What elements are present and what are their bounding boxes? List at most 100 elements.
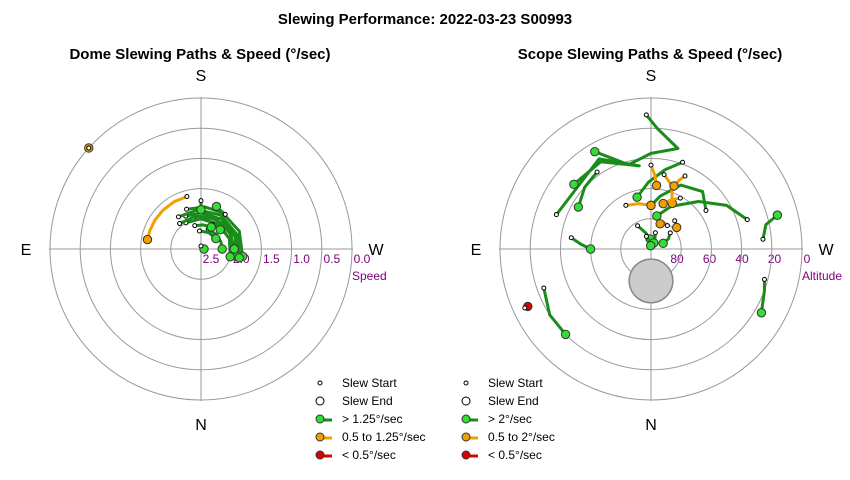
dome-slew-end-point [234,253,244,263]
sun-exclusion-zone [628,258,674,304]
scope-radial-axis-label: Altitude [802,269,842,283]
legend-marker-symbol [315,432,325,442]
scope-slew-end-point [646,240,656,251]
scope-slew-start-point [682,173,688,179]
legend-label: < 0.5°/sec [342,448,396,462]
scope-slew-end-point [658,198,668,209]
scope-slew-end-point [658,238,668,249]
legend-marker-symbol [461,450,471,460]
dome-radial-axis-label: Speed [352,269,387,283]
scope-sun [628,258,674,304]
scope-slew-start-point [664,223,670,229]
legend-end-symbol [315,396,325,406]
scope-slew-start-point [680,159,686,165]
scope-slew-path [542,286,568,336]
dome-slew-start-point [177,221,183,227]
scope-slew-end-point [772,210,783,220]
scope-slew-start-point [643,112,649,118]
dome-slew-start-point [198,198,204,204]
dome-panel: Dome Slewing Paths & Speed (°/sec) S N E… [21,46,426,462]
scope-panel: Scope Slewing Paths & Speed (°/sec) S N … [461,46,842,462]
scope-slew-start-point [553,212,559,218]
scope-slew-start-point [643,233,649,239]
dome-legend-item: Slew End [315,394,393,408]
dome-legend: Slew Start Slew End > 1.25°/sec 0.5 to 1.25… [315,376,426,462]
dome-tick-label: 2.5 [203,252,220,266]
dome-slew-start-point [222,211,228,217]
scope-slew-end-point [756,308,767,318]
dome-legend-item: Slew Start [317,376,397,390]
scope-tick-label: 20 [768,252,782,266]
scope-slew-end-point [560,329,571,340]
scope-slew-end-point [672,222,682,233]
scope-legend-item: < 0.5°/sec [461,448,542,462]
dome-slew-end-point [229,244,239,254]
scope-legend-item: Slew End [461,394,539,408]
dome-tick-label: 1.0 [293,252,310,266]
dome-slew-path [178,214,236,251]
dome-slew-end-point [215,225,225,235]
scope-slew-path [554,157,641,217]
scope-legend-item: > 2°/sec [461,412,532,426]
scope-slew-end-point [632,192,642,202]
legend-start-symbol [463,380,469,386]
dome-compass-e: E [21,242,32,259]
scope-slew-end-point [573,202,584,212]
dome-slew-end-point [211,233,221,244]
dome-tick-label: 0.0 [354,252,371,266]
dome-tick-label: 0.5 [323,252,340,266]
scope-slew-start-point [541,285,547,291]
scope-legend-item: 0.5 to 2°/sec [461,430,555,444]
scope-slew-start-point [648,162,654,168]
scope-tick-label: 40 [735,252,749,266]
dome-paths [84,143,248,263]
dome-legend-item: < 0.5°/sec [315,448,396,462]
scope-slew-path [655,200,749,222]
dome-slew-path [177,208,241,260]
scope-slew-path [635,160,685,199]
scope-slew-start-point [667,230,673,236]
dome-compass-w: W [368,242,384,259]
dome-slew-start-point [86,145,92,151]
scope-paths [522,112,783,340]
scope-slew-start-point [744,217,750,223]
scope-tick-label: 0 [804,252,811,266]
dome-panel-title: Dome Slewing Paths & Speed (°/sec) [69,46,330,63]
scope-panel-title: Scope Slewing Paths & Speed (°/sec) [518,46,782,63]
scope-slew-start-point [652,230,658,236]
legend-marker-symbol [315,450,325,460]
scope-compass-w: W [818,242,834,259]
scope-slew-end-point [585,244,596,254]
legend-label: Slew Start [342,376,397,390]
legend-marker-symbol [461,432,471,442]
scope-slew-path [649,183,708,212]
scope-compass-n: N [645,417,657,434]
figure-title: Slewing Performance: 2022-03-23 S00993 [278,11,572,28]
scope-legend-item: Slew Start [463,376,543,390]
dome-slew-path [146,195,189,242]
dome-slew-end-point [217,244,227,254]
scope-legend: Slew Start Slew End > 2°/sec 0.5 to 2°/sec <… [461,376,555,462]
scope-slew-start-point [623,202,629,208]
scope-slew-start-point [635,223,641,229]
scope-slew-start-point [568,235,574,241]
scope-tick-label: 60 [703,252,717,266]
dome-slew-path [184,211,238,258]
legend-label: 0.5 to 2°/sec [488,430,555,444]
dome-legend-item: 0.5 to 1.25°/sec [315,430,426,444]
scope-slew-start-point [760,236,766,242]
legend-label: 0.5 to 1.25°/sec [342,430,426,444]
dome-slew-end-point [225,252,235,262]
scope-compass-e: E [471,242,482,259]
legend-label: Slew Start [488,376,543,390]
dome-slew-end-point [206,222,216,232]
legend-label: > 1.25°/sec [342,412,403,426]
scope-slew-end-point [646,200,656,211]
dome-slew-start-point [196,228,202,234]
dome-slew-end-point [196,205,206,215]
scope-slew-end-point [652,211,662,221]
scope-slew-path [593,113,680,167]
scope-slew-start-point [672,218,678,224]
legend-start-symbol [317,380,323,386]
